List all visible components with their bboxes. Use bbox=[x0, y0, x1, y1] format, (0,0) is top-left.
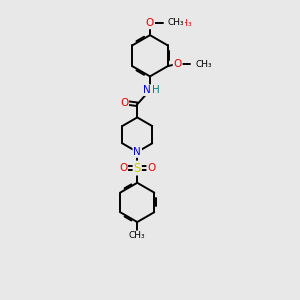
Text: O: O bbox=[146, 18, 154, 28]
Text: O: O bbox=[147, 163, 155, 173]
Text: CH₃: CH₃ bbox=[168, 19, 184, 28]
Text: O: O bbox=[173, 59, 182, 69]
Text: N: N bbox=[142, 85, 150, 95]
Text: O: O bbox=[120, 98, 128, 108]
Text: H: H bbox=[152, 85, 160, 95]
Text: O: O bbox=[119, 163, 127, 173]
Text: CH₃: CH₃ bbox=[129, 231, 146, 240]
Text: N: N bbox=[134, 147, 141, 157]
Text: O: O bbox=[146, 18, 154, 28]
Text: OCH₃: OCH₃ bbox=[169, 19, 192, 28]
Text: S: S bbox=[134, 162, 141, 175]
Text: CH₃: CH₃ bbox=[196, 60, 212, 69]
